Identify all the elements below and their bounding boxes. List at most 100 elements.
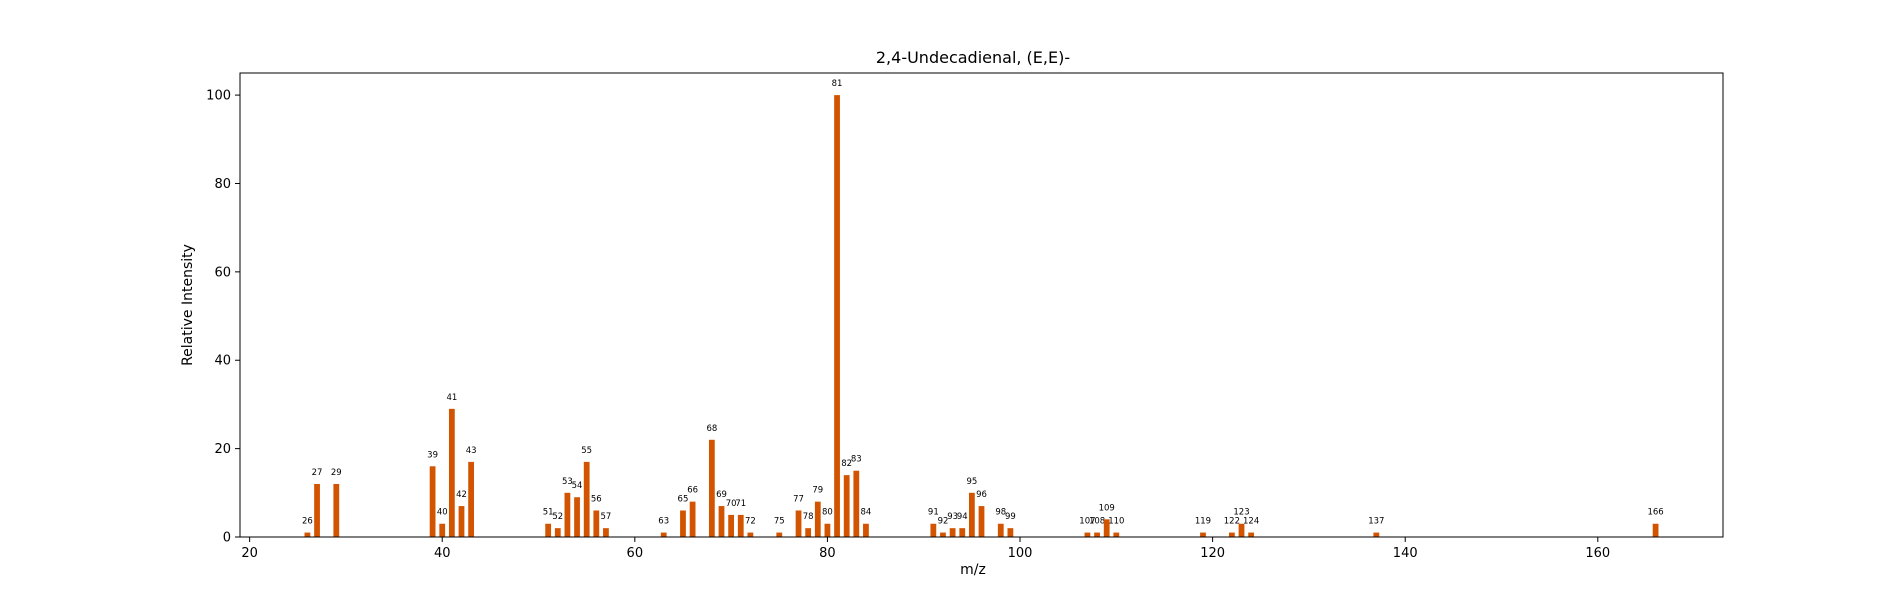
peak-bar-26 bbox=[304, 532, 311, 537]
chart-title: 2,4-Undecadienal, (E,E)- bbox=[876, 48, 1070, 67]
peak-bar-91 bbox=[930, 523, 937, 537]
y-tick-label-60: 60 bbox=[214, 265, 231, 280]
peak-label-77: 77 bbox=[793, 494, 804, 504]
peak-label-70: 70 bbox=[726, 499, 737, 509]
peak-label-65: 65 bbox=[678, 494, 689, 504]
peak-bar-55 bbox=[583, 461, 590, 537]
peak-label-51: 51 bbox=[543, 508, 554, 518]
peak-label-109: 109 bbox=[1099, 503, 1115, 513]
peak-label-42: 42 bbox=[456, 490, 467, 500]
peak-bar-96 bbox=[978, 506, 985, 537]
peak-label-91: 91 bbox=[928, 508, 939, 518]
peak-label-54: 54 bbox=[572, 481, 583, 491]
peak-label-95: 95 bbox=[966, 477, 977, 487]
peak-bar-99 bbox=[1007, 528, 1014, 537]
peak-bar-94 bbox=[959, 528, 966, 537]
peak-label-107: 107 bbox=[1079, 517, 1095, 527]
peak-label-41: 41 bbox=[446, 393, 457, 403]
peak-label-29: 29 bbox=[331, 468, 342, 478]
peak-bar-107 bbox=[1084, 532, 1091, 537]
peak-label-82: 82 bbox=[841, 459, 852, 469]
peak-bar-84 bbox=[863, 523, 869, 537]
peak-label-52: 52 bbox=[552, 512, 563, 522]
peak-bar-71 bbox=[737, 514, 744, 537]
peak-label-43: 43 bbox=[466, 446, 477, 456]
peak-bar-119 bbox=[1200, 532, 1206, 537]
peak-bar-53 bbox=[564, 492, 571, 537]
peak-bar-40 bbox=[439, 523, 446, 537]
y-axis: 0 20 40 60 80 100 bbox=[206, 89, 240, 546]
plot-frame bbox=[239, 72, 1724, 538]
y-tick-label-20: 20 bbox=[214, 442, 231, 457]
peak-label-108: 108 bbox=[1089, 517, 1105, 527]
y-tick-label-40: 40 bbox=[214, 354, 231, 369]
y-axis-title: Relative Intensity bbox=[180, 244, 196, 366]
peak-label-66: 66 bbox=[687, 486, 698, 496]
peak-label-79: 79 bbox=[812, 486, 823, 496]
peak-label-69: 69 bbox=[716, 490, 727, 500]
peak-bar-81 bbox=[834, 95, 840, 537]
peak-label-96: 96 bbox=[976, 490, 987, 500]
peak-bar-108 bbox=[1094, 532, 1100, 537]
peak-label-55: 55 bbox=[581, 446, 592, 456]
peak-label-27: 27 bbox=[312, 468, 323, 478]
peak-bar-83 bbox=[853, 470, 860, 537]
peak-label-40: 40 bbox=[437, 508, 448, 518]
x-tick-label-100: 100 bbox=[1008, 546, 1033, 561]
peak-label-123: 123 bbox=[1233, 508, 1249, 518]
peak-bar-78 bbox=[805, 528, 812, 537]
peak-bar-137 bbox=[1373, 532, 1380, 537]
peak-bar-166 bbox=[1652, 523, 1659, 537]
peak-label-166: 166 bbox=[1647, 508, 1663, 518]
peak-bar-92 bbox=[940, 532, 946, 537]
peak-label-119: 119 bbox=[1195, 517, 1211, 527]
peak-bar-79 bbox=[814, 501, 821, 537]
peak-bar-77 bbox=[795, 510, 802, 537]
peak-label-110: 110 bbox=[1108, 517, 1124, 527]
peak-bar-109 bbox=[1103, 519, 1110, 537]
peak-label-63: 63 bbox=[658, 517, 669, 527]
peak-bar-95 bbox=[968, 492, 975, 537]
peak-label-99: 99 bbox=[1005, 512, 1016, 522]
peak-bar-51 bbox=[545, 523, 552, 537]
peak-bar-122 bbox=[1228, 532, 1235, 537]
x-axis-title: m/z bbox=[960, 562, 986, 578]
peak-bar-65 bbox=[680, 510, 686, 537]
peak-label-92: 92 bbox=[938, 517, 949, 527]
x-tick-label-160: 160 bbox=[1585, 546, 1610, 561]
peak-label-81: 81 bbox=[832, 79, 843, 89]
peak-bar-68 bbox=[708, 439, 715, 537]
x-tick-label-120: 120 bbox=[1200, 546, 1225, 561]
y-tick-label-80: 80 bbox=[214, 177, 231, 192]
y-tick-label-100: 100 bbox=[206, 89, 231, 104]
peak-bar-72 bbox=[747, 532, 754, 537]
peak-label-68: 68 bbox=[706, 424, 717, 434]
peak-label-122: 122 bbox=[1224, 517, 1240, 527]
peak-bar-69 bbox=[718, 506, 725, 537]
peak-bar-56 bbox=[593, 510, 600, 537]
peak-label-57: 57 bbox=[601, 512, 612, 522]
peak-label-84: 84 bbox=[861, 508, 872, 518]
peak-bar-123 bbox=[1238, 523, 1245, 537]
peak-bar-27 bbox=[314, 483, 320, 537]
x-axis: 20 40 60 80 100 120 140 160 bbox=[241, 537, 1610, 561]
peak-bar-54 bbox=[574, 497, 580, 537]
peak-label-53: 53 bbox=[562, 477, 573, 487]
peak-label-98: 98 bbox=[995, 508, 1006, 518]
peak-bar-93 bbox=[949, 528, 956, 537]
peak-bar-43 bbox=[468, 461, 475, 537]
peak-bar-98 bbox=[997, 523, 1004, 537]
peak-label-80: 80 bbox=[822, 508, 833, 518]
peak-bar-39 bbox=[429, 466, 436, 537]
peak-bar-41 bbox=[448, 408, 455, 537]
peak-label-83: 83 bbox=[851, 455, 862, 465]
x-tick-label-140: 140 bbox=[1393, 546, 1418, 561]
x-tick-label-80: 80 bbox=[819, 546, 836, 561]
y-tick-label-0: 0 bbox=[223, 531, 231, 546]
peak-bar-63 bbox=[660, 532, 667, 537]
peak-label-56: 56 bbox=[591, 494, 602, 504]
peak-bar-80 bbox=[824, 523, 831, 537]
peak-bar-52 bbox=[554, 528, 561, 537]
